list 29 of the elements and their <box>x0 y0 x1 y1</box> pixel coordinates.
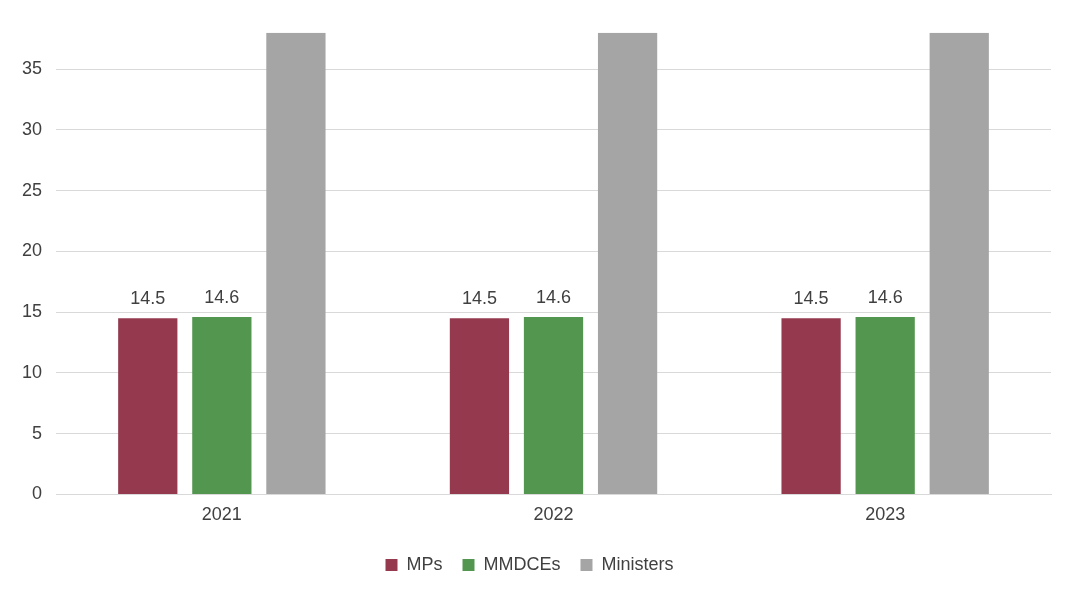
data-label: 14.6 <box>204 287 240 308</box>
y-tick-label: 25 <box>21 179 43 200</box>
bar <box>192 317 252 494</box>
y-tick-label: 20 <box>21 240 43 261</box>
bar <box>929 32 989 494</box>
bar <box>855 317 915 494</box>
y-tick-label: 15 <box>21 301 43 322</box>
data-label: 14.6 <box>867 287 903 308</box>
data-label: 14.5 <box>793 288 829 309</box>
data-label: 14.5 <box>130 288 166 309</box>
data-label: 14.6 <box>535 287 572 308</box>
bar <box>118 318 178 494</box>
data-label: 14.5 <box>461 288 497 309</box>
bar <box>449 318 510 494</box>
bar <box>781 318 841 494</box>
bar <box>266 32 326 494</box>
y-tick-label: 0 <box>32 483 43 504</box>
legend-label: MPs <box>406 553 443 574</box>
x-tick-label: 2023 <box>865 504 906 525</box>
y-tick-label: 30 <box>21 118 43 139</box>
y-tick-label: 10 <box>21 361 43 382</box>
bar <box>523 317 584 494</box>
x-tick-label: 2021 <box>201 504 242 525</box>
legend-label: MMDCEs <box>483 553 561 574</box>
x-tick-label: 2022 <box>533 504 574 525</box>
legend-label: Ministers <box>601 553 674 574</box>
bar <box>597 32 658 494</box>
y-tick-label: 35 <box>21 58 43 79</box>
y-tick-label: 5 <box>32 422 43 443</box>
